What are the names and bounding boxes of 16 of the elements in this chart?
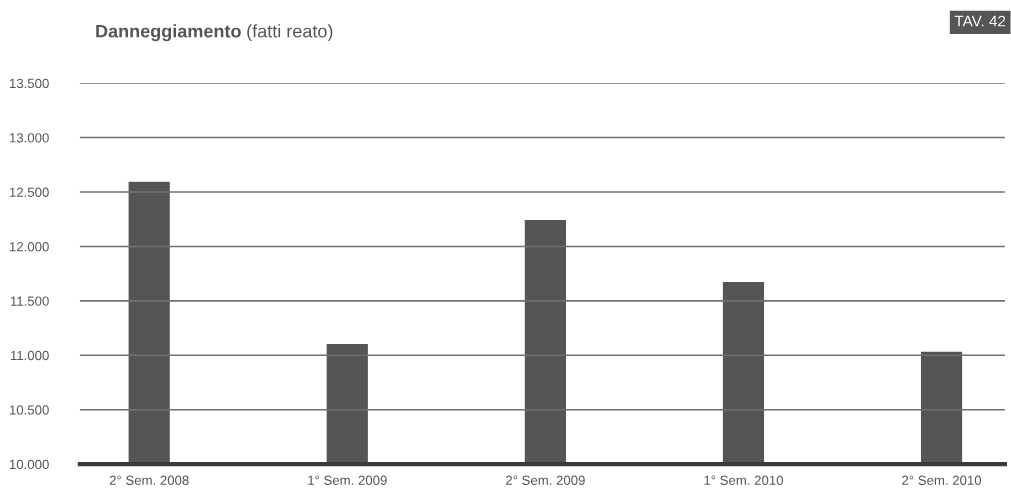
chart-title: Danneggiamento: [96, 24, 241, 42]
chart-subtitle: (fatti reato): [247, 24, 333, 42]
y-tick-label: 11.500: [10, 296, 49, 306]
y-tick-label: 11.000: [10, 350, 49, 361]
y-tick-label: 12.000: [9, 242, 49, 252]
y-tick-label: 13.500: [9, 78, 49, 89]
y-tick-label: 13.000: [9, 133, 49, 143]
x-tick-label: 2° Sem. 2009: [505, 475, 585, 485]
text: TAV. 42: [954, 15, 1006, 27]
x-tick-label: 2° Sem. 2010: [902, 475, 982, 485]
y-tick-label: 10.000: [9, 459, 49, 470]
y-tick-label: 12.500: [9, 187, 49, 197]
y-tick-label: 10.500: [9, 405, 49, 415]
x-tick-label: 1° Sem. 2010: [704, 475, 783, 485]
x-tick-label: 1° Sem. 2009: [308, 475, 387, 485]
x-tick-label: 2° Sem. 2008: [109, 475, 189, 485]
